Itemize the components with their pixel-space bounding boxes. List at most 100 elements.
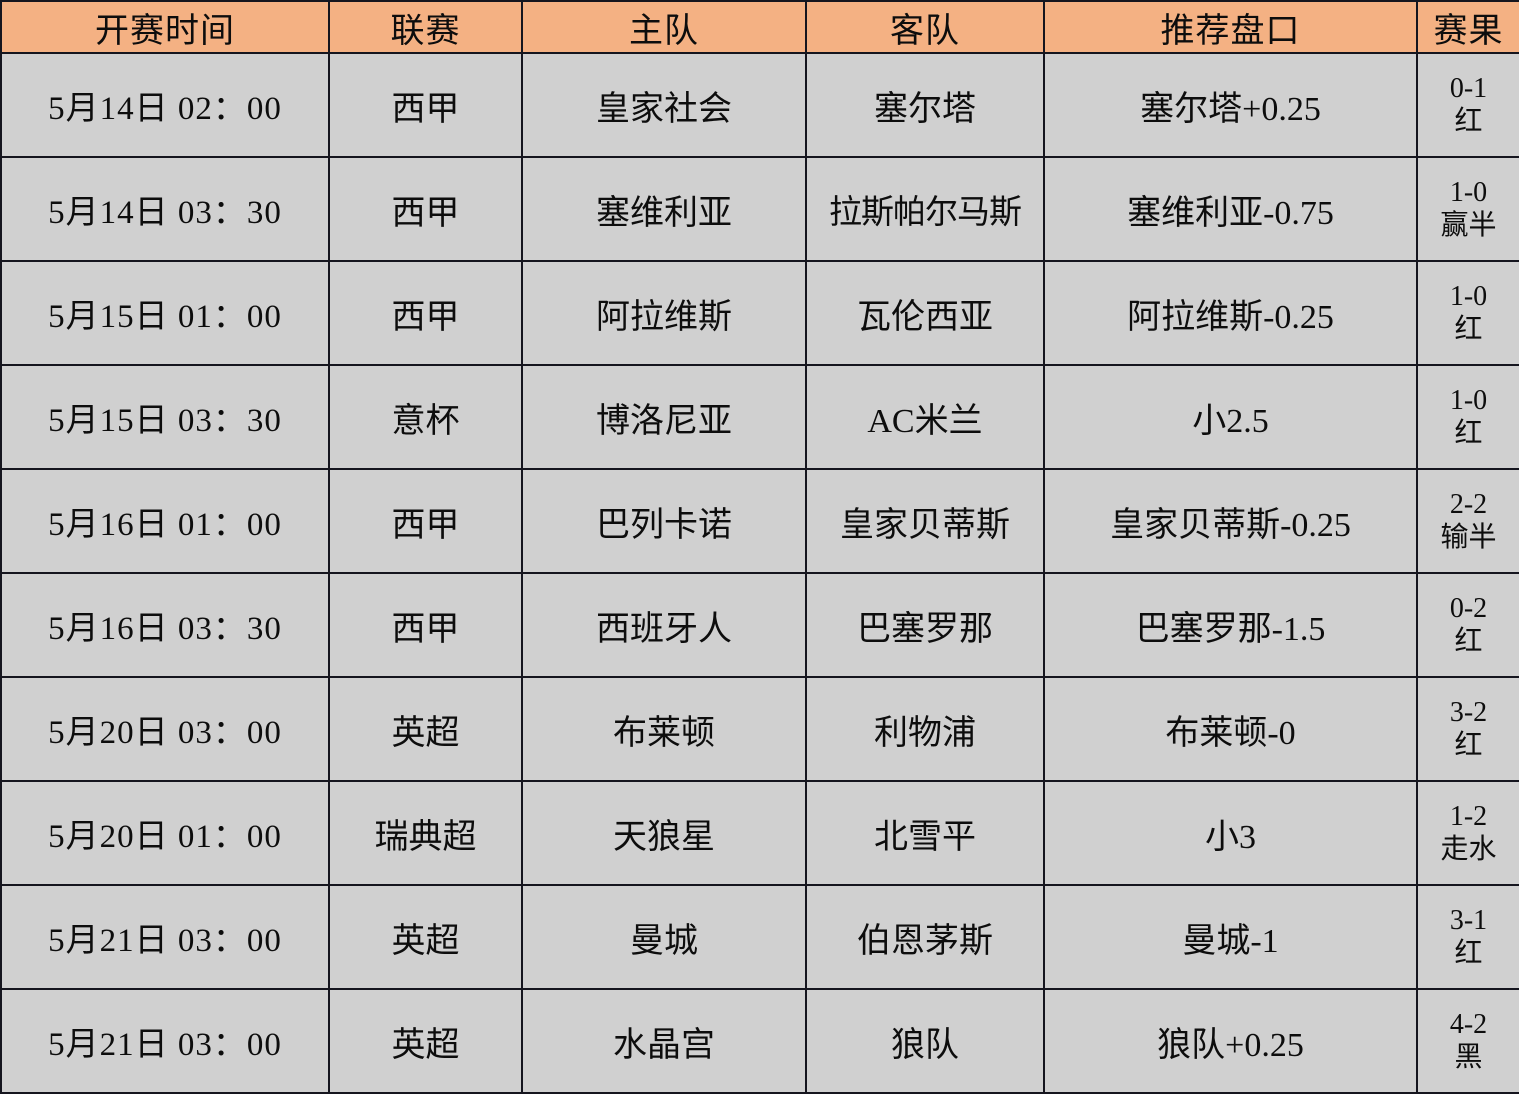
result-score: 0-1 — [1449, 72, 1488, 104]
table-row[interactable]: 5月21日 03：00 英超 水晶宫 狼队 狼队+0.25 4-2 黑 — [0, 988, 1519, 1094]
cell-recommended-handicap[interactable]: 巴塞罗那-1.5 — [1043, 572, 1418, 678]
cell-league[interactable]: 西甲 — [328, 260, 523, 366]
cell-result[interactable]: 1-2 走水 — [1416, 780, 1519, 886]
cell-match-time[interactable]: 5月15日 03：30 — [0, 364, 330, 470]
cell-home-team[interactable]: 西班牙人 — [521, 572, 807, 678]
cell-result[interactable]: 3-2 红 — [1416, 676, 1519, 782]
cell-home-team[interactable]: 皇家社会 — [521, 52, 807, 158]
cell-away-team[interactable]: 瓦伦西亚 — [805, 260, 1045, 366]
cell-league[interactable]: 西甲 — [328, 156, 523, 262]
result-outcome-label: 输半 — [1440, 522, 1497, 553]
header-row: 开赛时间 联赛 主队 客队 推荐盘口 赛果 — [0, 0, 1519, 54]
cell-league[interactable]: 英超 — [328, 988, 523, 1094]
cell-recommended-handicap[interactable]: 皇家贝蒂斯-0.25 — [1043, 468, 1418, 574]
cell-recommended-handicap[interactable]: 小3 — [1043, 780, 1418, 886]
result-score: 3-1 — [1449, 904, 1488, 936]
cell-match-time[interactable]: 5月14日 02：00 — [0, 52, 330, 158]
cell-recommended-handicap[interactable]: 狼队+0.25 — [1043, 988, 1418, 1094]
result-score: 4-2 — [1449, 1008, 1488, 1040]
cell-match-time[interactable]: 5月20日 01：00 — [0, 780, 330, 886]
cell-home-team[interactable]: 天狼星 — [521, 780, 807, 886]
cell-result[interactable]: 0-1 红 — [1416, 52, 1519, 158]
cell-match-time[interactable]: 5月15日 01：00 — [0, 260, 330, 366]
cell-result[interactable]: 3-1 红 — [1416, 884, 1519, 990]
cell-league[interactable]: 西甲 — [328, 468, 523, 574]
table-header: 开赛时间 联赛 主队 客队 推荐盘口 赛果 — [0, 0, 1519, 54]
table-row[interactable]: 5月20日 03：00 英超 布莱顿 利物浦 布莱顿-0 3-2 红 — [0, 676, 1519, 782]
table-row[interactable]: 5月21日 03：00 英超 曼城 伯恩茅斯 曼城-1 3-1 红 — [0, 884, 1519, 990]
cell-result[interactable]: 1-0 红 — [1416, 260, 1519, 366]
cell-result[interactable]: 1-0 赢半 — [1416, 156, 1519, 262]
cell-recommended-handicap[interactable]: 阿拉维斯-0.25 — [1043, 260, 1418, 366]
cell-match-time[interactable]: 5月20日 03：00 — [0, 676, 330, 782]
table-row[interactable]: 5月14日 03：30 西甲 塞维利亚 拉斯帕尔马斯 塞维利亚-0.75 1-0 赢半 — [0, 156, 1519, 262]
cell-home-team[interactable]: 巴列卡诺 — [521, 468, 807, 574]
cell-result[interactable]: 2-2 输半 — [1416, 468, 1519, 574]
cell-away-team[interactable]: 巴塞罗那 — [805, 572, 1045, 678]
column-header-home[interactable]: 主队 — [521, 0, 807, 54]
result-outcome-label: 红 — [1454, 418, 1483, 449]
column-header-odds[interactable]: 推荐盘口 — [1043, 0, 1418, 54]
table-row[interactable]: 5月16日 03：30 西甲 西班牙人 巴塞罗那 巴塞罗那-1.5 0-2 红 — [0, 572, 1519, 678]
cell-away-team[interactable]: 拉斯帕尔马斯 — [805, 156, 1045, 262]
cell-recommended-handicap[interactable]: 塞维利亚-0.75 — [1043, 156, 1418, 262]
cell-result[interactable]: 1-0 红 — [1416, 364, 1519, 470]
cell-home-team[interactable]: 水晶宫 — [521, 988, 807, 1094]
cell-result[interactable]: 4-2 黑 — [1416, 988, 1519, 1094]
cell-league[interactable]: 西甲 — [328, 52, 523, 158]
result-outcome-label: 走水 — [1440, 834, 1497, 865]
cell-recommended-handicap[interactable]: 曼城-1 — [1043, 884, 1418, 990]
result-score: 3-2 — [1449, 696, 1488, 728]
column-header-result[interactable]: 赛果 — [1416, 0, 1519, 54]
cell-match-time[interactable]: 5月14日 03：30 — [0, 156, 330, 262]
table-row[interactable]: 5月15日 01：00 西甲 阿拉维斯 瓦伦西亚 阿拉维斯-0.25 1-0 红 — [0, 260, 1519, 366]
cell-home-team[interactable]: 阿拉维斯 — [521, 260, 807, 366]
cell-home-team[interactable]: 布莱顿 — [521, 676, 807, 782]
cell-league[interactable]: 英超 — [328, 884, 523, 990]
cell-away-team[interactable]: 狼队 — [805, 988, 1045, 1094]
cell-away-team[interactable]: 伯恩茅斯 — [805, 884, 1045, 990]
cell-league[interactable]: 瑞典超 — [328, 780, 523, 886]
result-outcome-label: 红 — [1454, 730, 1483, 761]
column-header-away[interactable]: 客队 — [805, 0, 1045, 54]
cell-away-team[interactable]: 塞尔塔 — [805, 52, 1045, 158]
cell-recommended-handicap[interactable]: 布莱顿-0 — [1043, 676, 1418, 782]
cell-home-team[interactable]: 博洛尼亚 — [521, 364, 807, 470]
result-score: 1-0 — [1449, 176, 1488, 208]
table-row[interactable]: 5月20日 01：00 瑞典超 天狼星 北雪平 小3 1-2 走水 — [0, 780, 1519, 886]
cell-match-time[interactable]: 5月21日 03：00 — [0, 884, 330, 990]
table-row[interactable]: 5月15日 03：30 意杯 博洛尼亚 AC米兰 小2.5 1-0 红 — [0, 364, 1519, 470]
cell-match-time[interactable]: 5月21日 03：00 — [0, 988, 330, 1094]
cell-away-team[interactable]: 皇家贝蒂斯 — [805, 468, 1045, 574]
table-row[interactable]: 5月16日 01：00 西甲 巴列卡诺 皇家贝蒂斯 皇家贝蒂斯-0.25 2-2 输半 — [0, 468, 1519, 574]
cell-league[interactable]: 西甲 — [328, 572, 523, 678]
table-row[interactable]: 5月14日 02：00 西甲 皇家社会 塞尔塔 塞尔塔+0.25 0-1 红 — [0, 52, 1519, 158]
result-outcome-label: 黑 — [1454, 1042, 1483, 1073]
cell-away-team[interactable]: 北雪平 — [805, 780, 1045, 886]
result-outcome-label: 红 — [1454, 938, 1483, 969]
column-header-league[interactable]: 联赛 — [328, 0, 523, 54]
column-header-time[interactable]: 开赛时间 — [0, 0, 330, 54]
cell-match-time[interactable]: 5月16日 01：00 — [0, 468, 330, 574]
cell-match-time[interactable]: 5月16日 03：30 — [0, 572, 330, 678]
cell-home-team[interactable]: 曼城 — [521, 884, 807, 990]
result-outcome-label: 赢半 — [1440, 210, 1497, 241]
cell-recommended-handicap[interactable]: 小2.5 — [1043, 364, 1418, 470]
result-outcome-label: 红 — [1454, 314, 1483, 345]
cell-away-team[interactable]: 利物浦 — [805, 676, 1045, 782]
cell-league[interactable]: 英超 — [328, 676, 523, 782]
result-score: 1-0 — [1449, 280, 1488, 312]
result-score: 1-2 — [1449, 800, 1488, 832]
cell-home-team[interactable]: 塞维利亚 — [521, 156, 807, 262]
result-score: 2-2 — [1449, 488, 1488, 520]
result-score: 1-0 — [1449, 384, 1488, 416]
cell-result[interactable]: 0-2 红 — [1416, 572, 1519, 678]
result-outcome-label: 红 — [1454, 626, 1483, 657]
cell-league[interactable]: 意杯 — [328, 364, 523, 470]
result-outcome-label: 红 — [1454, 106, 1483, 137]
cell-away-team[interactable]: AC米兰 — [805, 364, 1045, 470]
table-body: 5月14日 02：00 西甲 皇家社会 塞尔塔 塞尔塔+0.25 0-1 红 5月14日 03… — [0, 52, 1519, 1094]
cell-recommended-handicap[interactable]: 塞尔塔+0.25 — [1043, 52, 1418, 158]
